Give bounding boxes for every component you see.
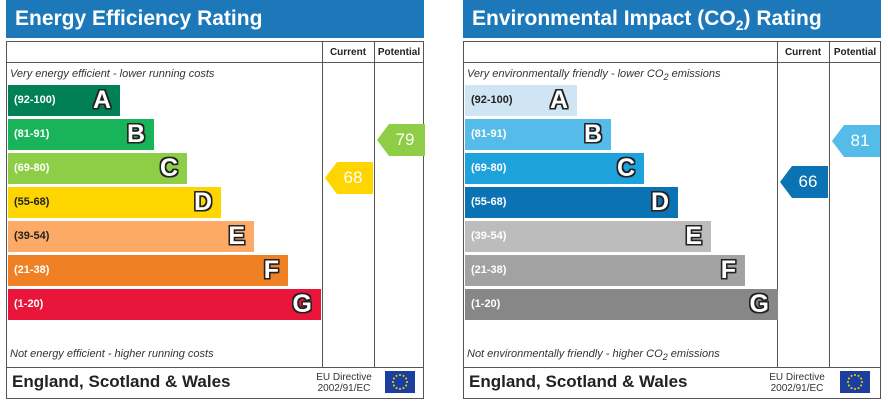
band-d: (55-68) D xyxy=(465,187,678,218)
band-g: (1-20) G xyxy=(8,289,321,320)
band-d: (55-68) D xyxy=(8,187,221,218)
band-letter: C xyxy=(616,154,635,182)
divider-current xyxy=(322,41,323,368)
band-a: (92-100) A xyxy=(465,85,577,116)
potential-rating-indicator: 79 xyxy=(377,124,425,156)
column-header-current: Current xyxy=(784,47,822,58)
eu-flag-icon xyxy=(840,371,870,393)
eu-directive-line1: EU Directive xyxy=(316,372,372,383)
current-rating-indicator: 68 xyxy=(325,162,373,194)
energy-panel-title: Energy Efficiency Rating xyxy=(6,0,424,38)
column-header-current: Current xyxy=(329,47,367,58)
eu-flag-icon xyxy=(385,371,415,393)
potential-rating-indicator: 81 xyxy=(832,125,880,157)
eu-directive-line2: 2002/91/EC xyxy=(770,383,824,394)
eu-directive-line2: 2002/91/EC xyxy=(317,383,371,394)
header-row-divider xyxy=(463,62,881,63)
column-header-potential: Potential xyxy=(377,47,421,58)
band-letter: C xyxy=(159,154,178,182)
env-panel-title: Environmental Impact (CO2) Rating xyxy=(463,0,881,38)
footer-row-divider xyxy=(463,367,881,368)
footer-country: England, Scotland & Wales xyxy=(12,372,231,391)
band-f: (21-38) F xyxy=(8,255,288,286)
band-letter: G xyxy=(749,290,769,318)
band-range-label: (1-20) xyxy=(14,298,44,310)
bottom-note-after: emissions xyxy=(667,348,720,360)
bottom-note: Not energy efficient - higher running co… xyxy=(10,348,214,360)
band-range-label: (21-38) xyxy=(14,264,50,276)
divider-current xyxy=(777,41,778,368)
band-range-label: (55-68) xyxy=(14,196,50,208)
band-range-label: (39-54) xyxy=(14,230,50,242)
band-letter: D xyxy=(193,188,212,216)
current-rating-value: 68 xyxy=(343,168,363,187)
band-letter: B xyxy=(126,120,145,148)
env-title-before: Environmental Impact (CO xyxy=(472,7,736,30)
top-note-sub: 2 xyxy=(663,72,669,83)
column-header-potential: Potential xyxy=(833,47,877,58)
top-note-after: emissions xyxy=(668,68,721,80)
eu-directive-line1: EU Directive xyxy=(769,372,825,383)
top-note-before: Very environmentally friendly - lower CO xyxy=(467,68,664,80)
band-letter: B xyxy=(583,120,602,148)
current-rating-indicator: 66 xyxy=(780,166,828,198)
band-letter: E xyxy=(685,222,702,250)
band-range-label: (81-91) xyxy=(471,128,507,140)
current-rating-value: 66 xyxy=(798,172,818,191)
footer-row-divider xyxy=(6,367,424,368)
potential-rating-value: 79 xyxy=(395,130,415,149)
band-letter: F xyxy=(720,256,736,284)
env-title-after: ) Rating xyxy=(743,7,822,30)
band-g: (1-20) G xyxy=(465,289,778,320)
bottom-note-sub: 2 xyxy=(662,352,668,363)
eu-directive: EU Directive 2002/91/EC xyxy=(765,372,829,394)
band-b: (81-91) B xyxy=(465,119,611,150)
band-e: (39-54) E xyxy=(465,221,711,252)
divider-potential xyxy=(374,41,375,368)
band-letter: A xyxy=(549,86,568,114)
band-letter: E xyxy=(228,222,245,250)
eu-directive: EU Directive 2002/91/EC xyxy=(312,372,376,394)
band-b: (81-91) B xyxy=(8,119,154,150)
potential-rating-value: 81 xyxy=(850,131,870,150)
band-c: (69-80) C xyxy=(8,153,187,184)
bottom-note-before: Not environmentally friendly - higher CO xyxy=(467,348,663,360)
band-range-label: (69-80) xyxy=(471,162,507,174)
top-note: Very environmentally friendly - lower CO… xyxy=(467,68,721,82)
band-range-label: (1-20) xyxy=(471,298,501,310)
top-note: Very energy efficient - lower running co… xyxy=(10,68,215,80)
band-e: (39-54) E xyxy=(8,221,254,252)
divider-potential xyxy=(829,41,830,368)
band-a: (92-100) A xyxy=(8,85,120,116)
band-range-label: (21-38) xyxy=(471,264,507,276)
band-range-label: (81-91) xyxy=(14,128,50,140)
band-range-label: (69-80) xyxy=(14,162,50,174)
band-letter: F xyxy=(263,256,279,284)
band-range-label: (92-100) xyxy=(471,94,513,106)
band-c: (69-80) C xyxy=(465,153,644,184)
energy-efficiency-panel: Energy Efficiency Rating Current Potenti… xyxy=(6,0,425,403)
band-range-label: (92-100) xyxy=(14,94,56,106)
band-letter: A xyxy=(92,86,111,114)
footer-country: England, Scotland & Wales xyxy=(469,372,688,391)
environmental-impact-panel: Environmental Impact (CO2) Rating Curren… xyxy=(463,0,881,403)
band-letter: G xyxy=(292,290,312,318)
band-range-label: (55-68) xyxy=(471,196,507,208)
band-letter: D xyxy=(650,188,669,216)
env-title-sub: 2 xyxy=(735,17,744,34)
header-row-divider xyxy=(6,62,424,63)
band-range-label: (39-54) xyxy=(471,230,507,242)
energy-chart-frame xyxy=(6,41,424,399)
env-chart-frame xyxy=(463,41,881,399)
bottom-note: Not environmentally friendly - higher CO… xyxy=(467,348,720,362)
band-f: (21-38) F xyxy=(465,255,745,286)
